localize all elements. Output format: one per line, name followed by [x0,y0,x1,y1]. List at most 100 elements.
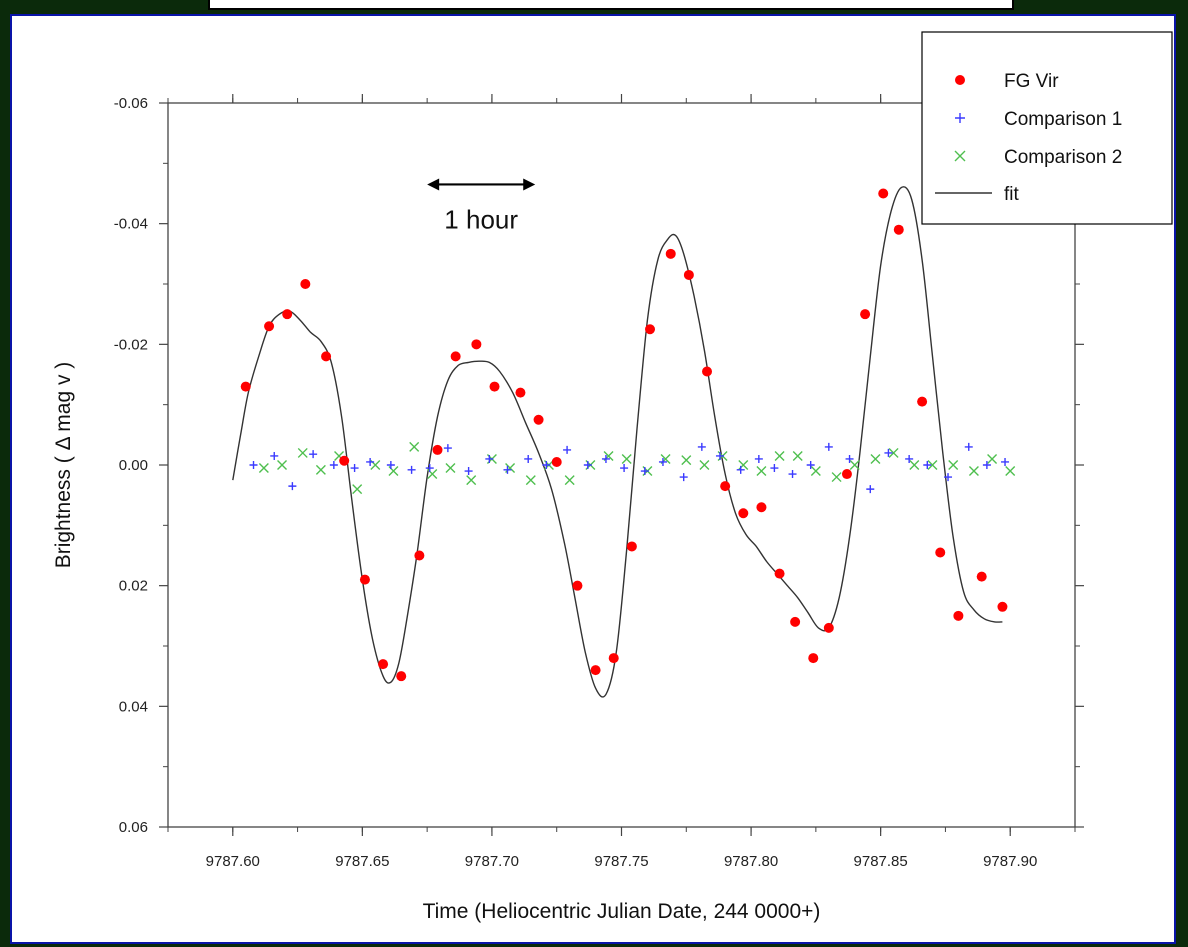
annotation-arrow-head-left [427,178,440,191]
comparison-2-point [564,475,575,486]
y-tick-label: -0.06 [114,95,148,112]
fg-vir-point [414,550,425,561]
fg-vir-point [720,481,731,492]
comparison-2-point [699,460,710,470]
comparison-1-point [754,454,763,463]
comparison-1-point [806,461,815,469]
comparison-1-point [770,464,779,473]
comparison-2-point [466,475,477,486]
comparison-1-point [249,461,258,469]
fg-vir-point [665,248,676,259]
comparison-1-point [270,451,279,460]
fg-vir-point [432,444,443,455]
comparison-2-point [621,453,632,464]
x-tick-label: 9787.90 [983,853,1037,870]
comparison-1-point [923,461,932,469]
annotation-arrow-head-right [523,178,536,191]
comparison-1-point [884,448,893,457]
legend-box [921,31,1173,225]
comparison-2-point [315,464,326,475]
y-tick-label: 0.02 [119,578,148,595]
comparison-1-point [524,454,533,463]
comparison-1-point [697,442,706,451]
y-tick-label: 0.00 [119,457,148,474]
fg-vir-point [321,351,332,362]
legend-swatch-comparison-2 [954,150,966,162]
comparison-2-point [927,460,938,470]
fg-vir-point [608,653,619,664]
comparison-1-point [788,470,797,479]
comparison-2-point [756,466,767,477]
comparison-1-point [866,485,875,494]
comparison-1-point [485,454,494,463]
legend-swatches [935,75,992,194]
fg-vir-point [515,387,526,398]
legend-label-fit: fit [1004,184,1020,205]
comparison-2-point [831,472,842,483]
comparison-1-point [679,473,688,482]
fg-vir-point [359,574,370,585]
comparison-1-point [845,454,854,463]
fg-vir-point [841,469,852,480]
fg-vir-point [590,665,601,676]
x-tick-label: 9787.75 [594,853,648,870]
comparison-2-point [1005,466,1016,477]
fg-vir-point [893,224,904,235]
comparison-1-point [583,461,592,469]
fg-vir-point [738,508,749,519]
comparison-1-point [715,451,724,460]
x-tick-label: 9787.60 [206,853,260,870]
comparison-1-point [464,467,473,476]
comparison-1-point [640,467,649,476]
fg-vir-point [878,188,889,199]
fg-vir-point [572,580,583,591]
comparison-2-point [987,453,998,464]
fg-vir-point [860,309,871,320]
comparison-2-point [774,450,785,461]
fg-vir-point [300,279,311,289]
comparison-1-point [905,454,914,463]
fg-vir-point [551,456,562,467]
fg-vir-point [823,622,834,633]
fg-vir-point [683,269,694,280]
comparison-2-point [277,460,288,470]
fg-vir-point [282,309,293,320]
comparison-2-point [810,466,821,477]
comparison-1-point [964,442,973,451]
axes [159,94,1084,836]
fg-vir-point [378,659,389,670]
fg-vir-point [645,324,656,335]
comparison-1-point [309,450,318,459]
y-tick-label: -0.04 [114,216,148,233]
x-axis-title: Time (Heliocentric Julian Date, 244 0000… [423,900,821,923]
legend-swatch-comparison-1 [955,113,965,123]
comparison-2-point [909,460,920,470]
fg-vir-point [471,339,482,350]
tick-labels: 9787.60 9787.65 9787.70 9787.75 9787.80 9787.… [114,95,1038,870]
fg-vir-point [790,616,801,627]
comparison-1-series [249,442,1010,494]
fg-vir-series [240,188,1008,682]
comparison-2-point [681,455,692,466]
comparison-1-point [736,465,745,474]
fg-vir-point [533,414,544,425]
y-axis-title: Brightness ( Δ mag v ) [52,362,75,569]
y-tick-label: -0.02 [114,336,148,353]
comparison-1-point [425,464,434,473]
x-tick-label: 9787.80 [724,853,778,870]
comparison-1-point [350,464,359,473]
fg-vir-point [935,547,946,558]
comparison-2-point [258,463,269,474]
fit-series [232,186,1003,698]
fg-vir-point [808,653,819,664]
legend-label-comparison-1: Comparison 1 [1004,109,1122,130]
comparison-1-point [944,473,953,482]
fg-vir-point [953,610,964,621]
comparison-2-point [948,460,959,470]
fg-vir-point [396,671,407,682]
comparison-1-point [386,461,395,469]
fg-vir-point [976,571,987,582]
comparison-1-point [563,445,572,454]
fg-vir-point [702,366,713,377]
